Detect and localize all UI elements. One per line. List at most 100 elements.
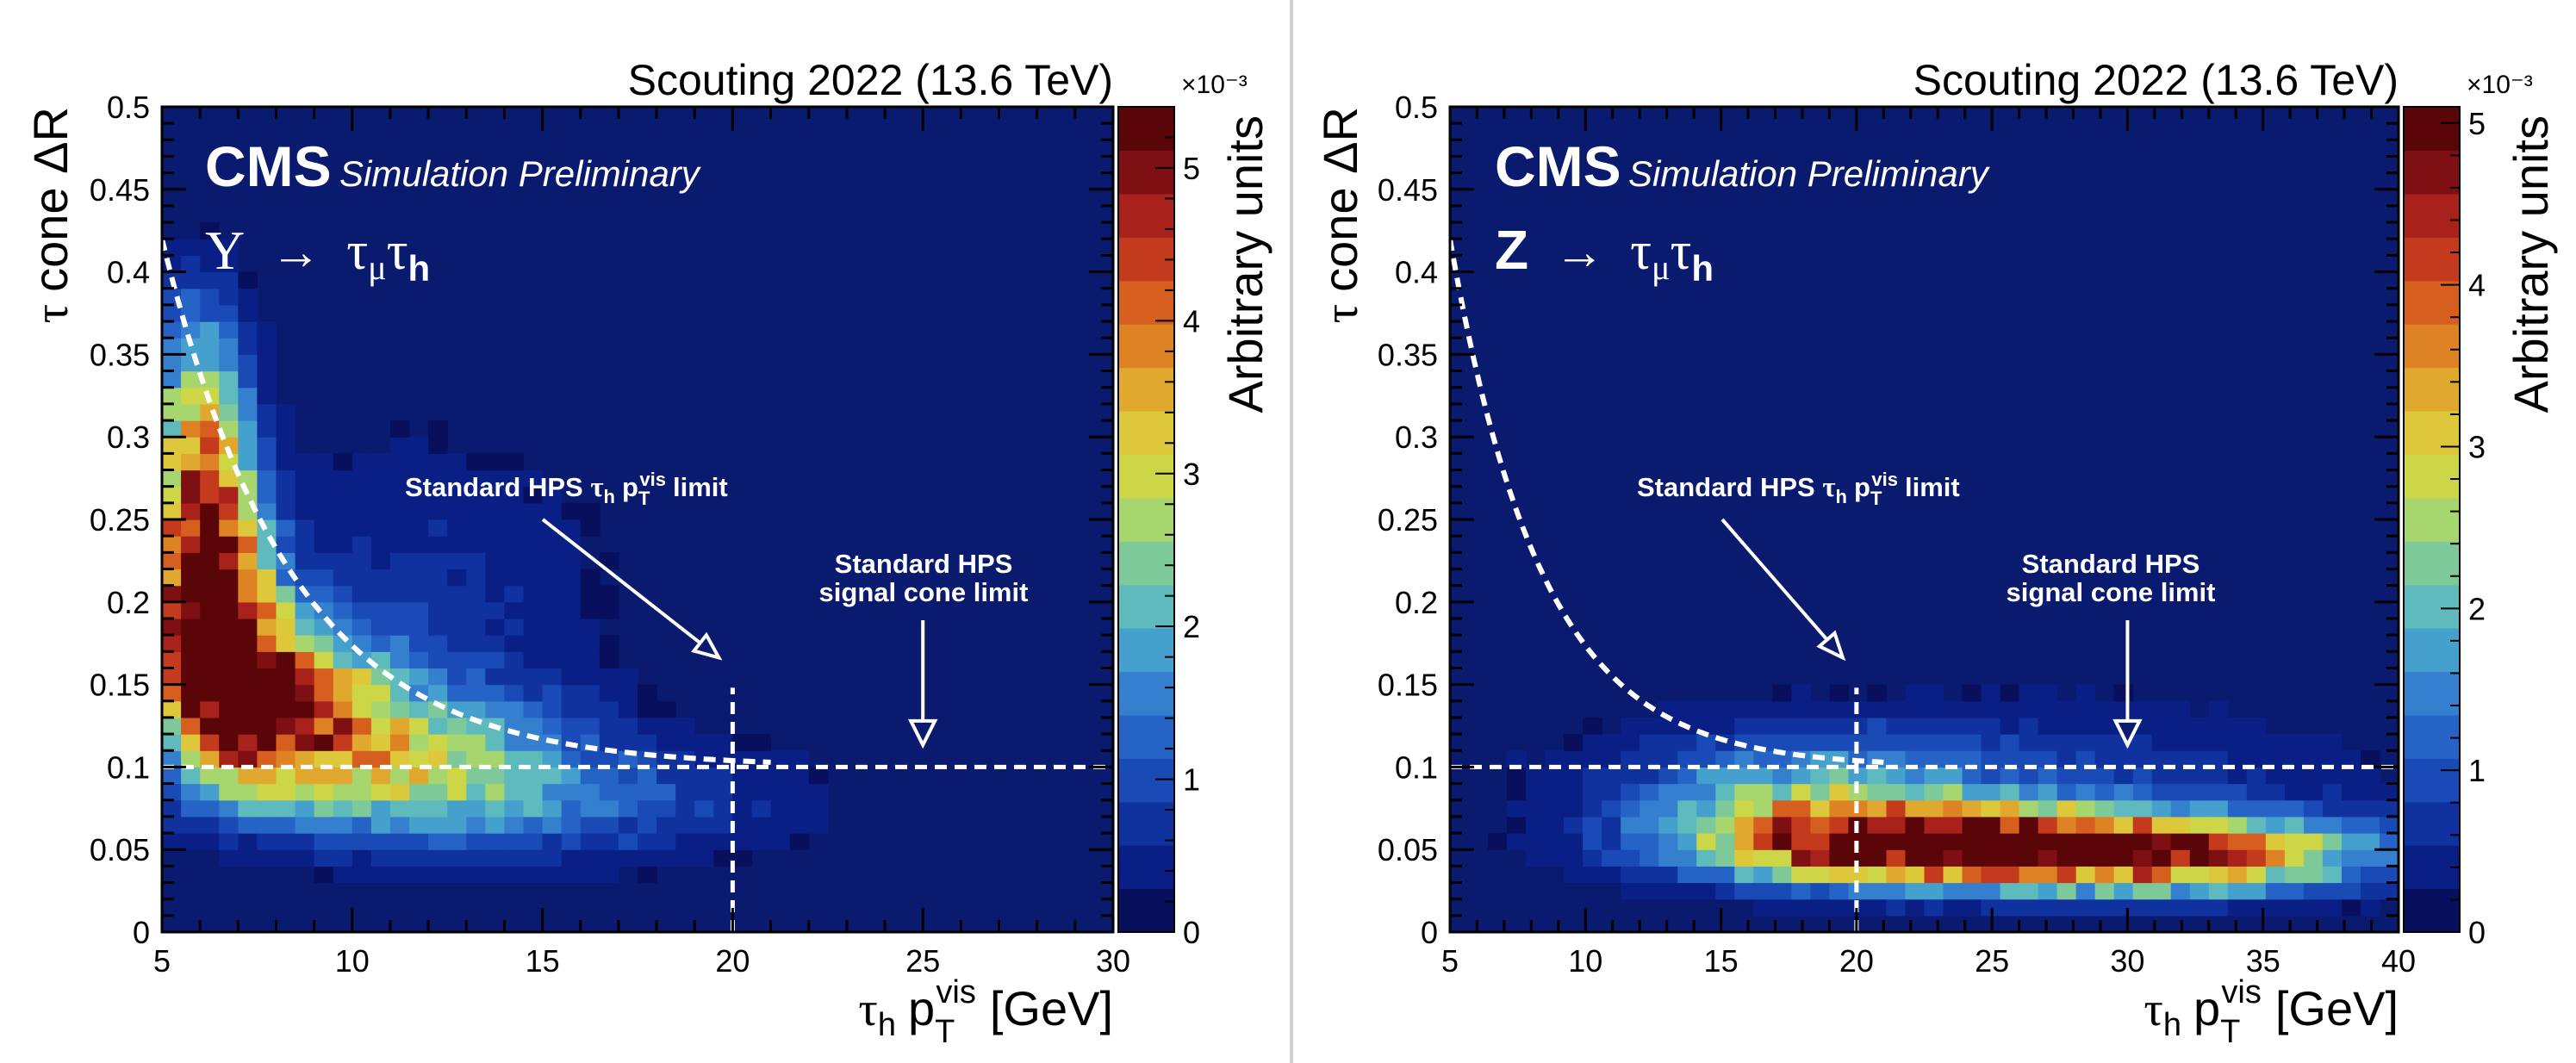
colorbar-swatch [1118, 758, 1174, 803]
heatmap-bin [466, 816, 486, 834]
heatmap-bin [599, 783, 619, 801]
heatmap-bin [200, 239, 220, 257]
heatmap-bin [428, 783, 448, 801]
heatmap-bin [2056, 767, 2077, 785]
heatmap-bin [219, 536, 239, 553]
heatmap-bin [409, 469, 429, 488]
heatmap-bin [1791, 882, 1811, 900]
heatmap-bin [447, 783, 467, 801]
heatmap-bin [181, 668, 201, 686]
heatmap-bin [1621, 882, 1640, 900]
colorbar-tick-label: 3 [1183, 457, 1200, 492]
heatmap-bin [1981, 700, 2001, 718]
heatmap-bin [542, 601, 563, 619]
heatmap-bin [238, 816, 258, 834]
heatmap-bin [219, 486, 239, 504]
heatmap-bin [1791, 866, 1811, 884]
heatmap-bin [2019, 898, 2039, 917]
heatmap-bin [2265, 882, 2286, 900]
heatmap-bin [428, 601, 448, 619]
heatmap-bin [276, 799, 296, 817]
heatmap-bin [694, 767, 714, 785]
colorbar [1117, 106, 1175, 933]
heatmap-bin [389, 552, 410, 570]
heatmap-bin [542, 618, 563, 636]
heatmap-bin [542, 799, 563, 817]
heatmap-bin [2019, 750, 2039, 768]
heatmap-bin [370, 635, 391, 652]
heatmap-bin [200, 601, 220, 619]
heatmap-bin [333, 601, 353, 619]
heatmap-bin [2227, 849, 2248, 867]
heatmap-bin [2113, 866, 2134, 884]
heatmap-bin [370, 783, 391, 801]
heatmap-bin [1867, 816, 1888, 834]
heatmap-bin [1829, 684, 1850, 702]
heatmap-bin [2056, 866, 2077, 884]
heatmap-bin [219, 387, 239, 405]
heatmap-bin [200, 700, 220, 718]
heatmap-bin [2303, 849, 2324, 867]
heatmap-bin [2246, 799, 2267, 817]
heatmap-bin [2322, 799, 2343, 817]
heatmap-bin [314, 502, 334, 520]
colorbar-swatch [1118, 671, 1174, 716]
heatmap-bin [1677, 783, 1697, 801]
heatmap-bin [542, 486, 563, 504]
heatmap-bin [314, 717, 334, 735]
heatmap-bin [675, 849, 695, 867]
heatmap-bin [1886, 866, 1907, 884]
heatmap-bin [238, 288, 258, 306]
heatmap-bin [2360, 750, 2380, 768]
heatmap-bin [428, 519, 448, 537]
heatmap-bin [219, 783, 239, 801]
heatmap-bin [2208, 734, 2229, 751]
heatmap-bin [561, 767, 582, 785]
heatmap-bin [219, 799, 239, 817]
colorbar-tick-label: 3 [2468, 429, 2486, 464]
heatmap-bin [238, 618, 258, 636]
heatmap-bin [181, 271, 201, 289]
heatmap-bin [1753, 799, 1773, 817]
heatmap-bin [181, 767, 201, 785]
heatmap-bin [1658, 882, 1678, 900]
x-axis-label: τh pTvis [GeV] [858, 974, 1113, 1050]
heatmap-bin [200, 651, 220, 669]
heatmap-bin [1791, 849, 1811, 867]
heatmap-bin [2246, 717, 2267, 735]
heatmap-bin [2075, 684, 2096, 702]
heatmap-bin [352, 552, 372, 570]
heatmap-bin [1886, 700, 1907, 718]
heatmap-bin [181, 635, 201, 652]
heatmap-bin [1905, 717, 1926, 735]
heatmap-bin [1734, 799, 1754, 817]
heatmap-bin [1791, 898, 1811, 917]
heatmap-bin [2246, 767, 2267, 785]
heatmap-bin [656, 816, 676, 834]
heatmap-bin [1753, 816, 1773, 834]
heatmap-bin [504, 536, 525, 553]
heatmap-bin [428, 767, 448, 785]
heatmap-bin [1545, 816, 1565, 834]
heatmap-bin [2000, 816, 2020, 834]
heatmap-bin [523, 668, 544, 686]
heatmap-bin [352, 469, 372, 488]
heatmap-bin [257, 585, 277, 603]
heatmap-bin [2322, 849, 2343, 867]
heatmap-bin [314, 552, 334, 570]
heatmap-bin [466, 783, 486, 801]
heatmap-bin [1602, 833, 1621, 850]
heatmap-bin [1753, 717, 1773, 735]
heatmap-bin [2038, 833, 2058, 850]
heatmap-bin [295, 783, 315, 801]
heatmap-bin [314, 767, 334, 785]
x-tick-label: 5 [153, 943, 171, 979]
heatmap-bin [370, 453, 391, 471]
heatmap-bin [2170, 750, 2191, 768]
heatmap-bin [352, 618, 372, 636]
heatmap-bin [1791, 734, 1811, 751]
heatmap-bin [2265, 866, 2286, 884]
heatmap-bin [238, 601, 258, 619]
heatmap-bin [2075, 750, 2096, 768]
heatmap-bin [333, 651, 353, 669]
